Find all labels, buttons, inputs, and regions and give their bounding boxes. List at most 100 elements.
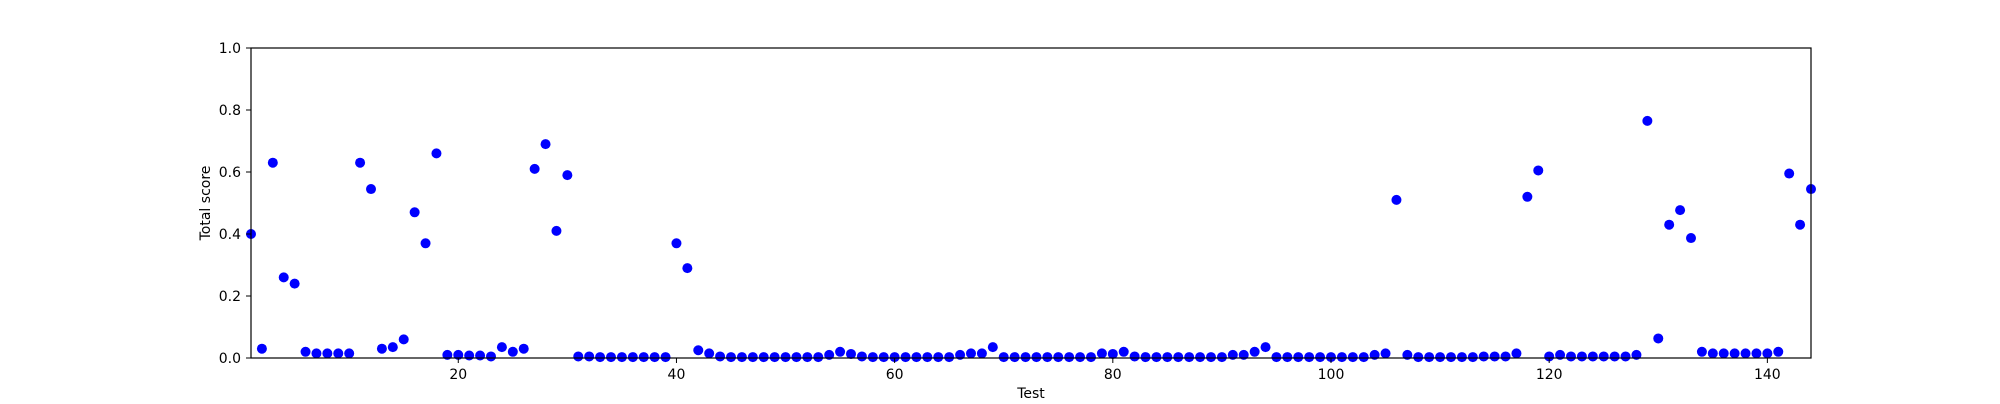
- data-point: [475, 350, 486, 361]
- data-point: [1020, 352, 1031, 363]
- data-point: [846, 348, 856, 359]
- data-point: [1413, 352, 1424, 363]
- data-point: [715, 351, 726, 362]
- data-point: [1195, 352, 1206, 363]
- data-point: [1435, 352, 1446, 363]
- y-axis-label: Total score: [198, 166, 214, 242]
- data-point: [1293, 352, 1304, 363]
- data-point: [584, 351, 595, 362]
- data-point: [780, 352, 791, 363]
- data-point: [1478, 351, 1489, 362]
- y-tick-label: 0.0: [219, 351, 241, 367]
- data-point: [1609, 351, 1620, 362]
- y-axis-ticks: 0.0 0.2 0.4 0.6 0.8 1.0: [219, 41, 251, 367]
- data-point: [1216, 352, 1227, 363]
- data-point: [911, 352, 922, 363]
- data-point: [1467, 352, 1478, 363]
- data-point: [736, 352, 747, 363]
- data-point: [769, 352, 780, 363]
- data-point: [802, 352, 813, 363]
- data-point: [431, 148, 442, 159]
- data-point: [704, 348, 715, 359]
- data-point: [976, 348, 987, 359]
- data-point: [933, 352, 944, 363]
- data-point: [1795, 219, 1806, 230]
- data-point: [1315, 352, 1326, 363]
- data-point: [1391, 194, 1402, 205]
- data-point: [867, 352, 878, 363]
- data-point: [1336, 352, 1347, 363]
- data-point: [671, 238, 682, 249]
- x-tick-label: 100: [1318, 367, 1345, 383]
- x-tick-label: 120: [1536, 367, 1563, 383]
- data-point: [606, 352, 616, 363]
- data-point: [1707, 348, 1718, 359]
- data-point: [1282, 352, 1293, 363]
- x-axis-ticks: 20 40 60 80 100 120 140: [449, 358, 1781, 383]
- data-point: [507, 346, 518, 357]
- data-point: [551, 225, 562, 236]
- x-tick-label: 80: [1104, 367, 1122, 383]
- data-point: [791, 352, 802, 363]
- y-tick-label: 0.8: [219, 103, 241, 119]
- data-point: [747, 352, 758, 363]
- data-point: [1031, 352, 1042, 363]
- data-point: [987, 342, 998, 353]
- data-point: [1358, 352, 1369, 363]
- data-point: [1533, 165, 1544, 176]
- data-point: [1326, 352, 1336, 363]
- data-point: [1249, 346, 1260, 357]
- data-point: [1118, 346, 1129, 357]
- data-point: [1053, 352, 1064, 363]
- data-point: [1566, 351, 1576, 362]
- data-point: [1664, 219, 1675, 230]
- data-point: [1129, 351, 1140, 362]
- x-tick-label: 140: [1754, 367, 1781, 383]
- data-point: [256, 343, 267, 354]
- data-point: [1773, 346, 1784, 357]
- data-point: [856, 351, 867, 362]
- data-point: [311, 348, 322, 359]
- data-point: [1740, 348, 1751, 359]
- data-point: [1751, 348, 1762, 359]
- data-point: [966, 348, 976, 359]
- data-point: [518, 343, 529, 354]
- data-point: [1686, 233, 1696, 244]
- data-point: [540, 139, 551, 150]
- data-point: [1107, 348, 1118, 359]
- data-point: [1489, 351, 1500, 362]
- data-point: [1424, 352, 1435, 363]
- data-point: [1009, 352, 1020, 363]
- data-points: [246, 115, 1816, 363]
- data-point: [1576, 351, 1587, 362]
- data-point: [486, 351, 496, 362]
- data-point: [649, 352, 660, 363]
- x-tick-label: 60: [886, 367, 904, 383]
- y-tick-label: 0.4: [219, 227, 241, 243]
- data-point: [278, 272, 289, 283]
- data-point: [595, 352, 606, 363]
- data-point: [944, 352, 955, 363]
- data-point: [726, 352, 736, 363]
- data-point: [409, 207, 420, 218]
- data-point: [1347, 352, 1358, 363]
- data-point: [693, 345, 704, 356]
- data-point: [758, 352, 769, 363]
- x-axis-label: Test: [1016, 386, 1045, 400]
- x-tick-label: 20: [449, 367, 467, 383]
- data-point: [1304, 352, 1315, 363]
- data-point: [1446, 352, 1456, 363]
- data-point: [1206, 352, 1216, 363]
- data-point: [1456, 352, 1467, 363]
- data-point: [496, 342, 507, 353]
- data-point: [1271, 352, 1282, 363]
- data-point: [1380, 348, 1391, 359]
- data-point: [998, 352, 1009, 363]
- data-point: [889, 352, 900, 363]
- y-tick-label: 0.2: [219, 289, 241, 305]
- data-point: [900, 352, 911, 363]
- data-point: [1653, 333, 1664, 344]
- data-point: [660, 352, 671, 363]
- data-point: [1184, 352, 1195, 363]
